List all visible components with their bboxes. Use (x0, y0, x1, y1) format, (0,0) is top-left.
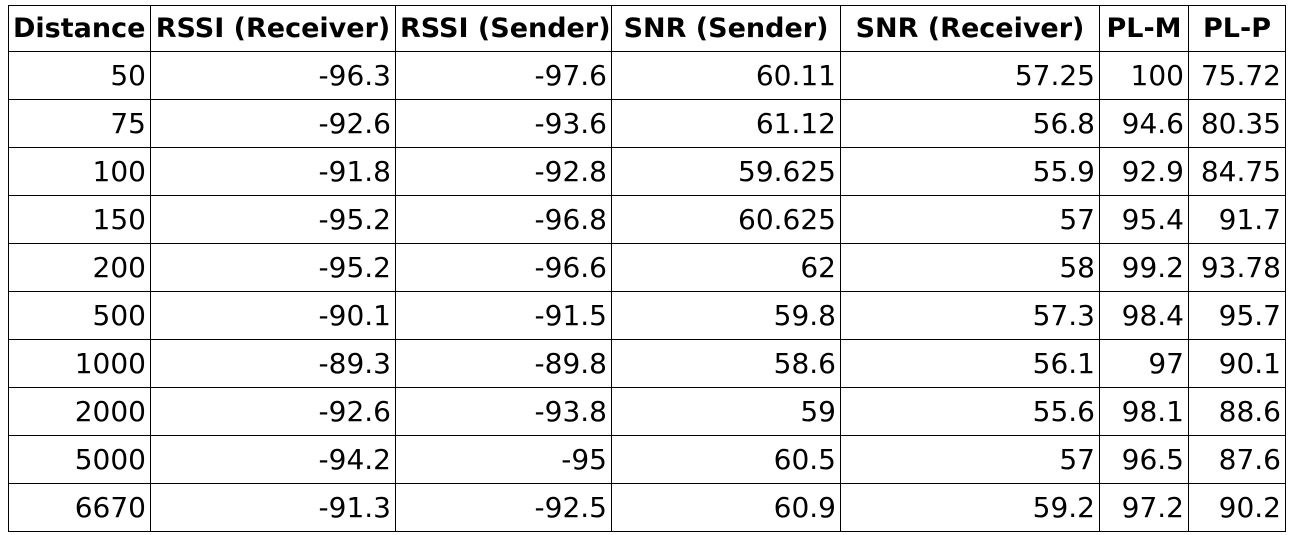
table-cell: 84.75 (1188, 147, 1286, 196)
table-row: 500 -90.1 -91.5 59.8 57.3 98.4 95.7 (8, 291, 1286, 340)
table-cell: -92.5 (395, 483, 612, 532)
table-cell: 50 (8, 51, 151, 100)
header-row: Distance RSSI (Receiver) RSSI (Sender) SNR … (8, 5, 1286, 52)
table-cell: 93.78 (1188, 243, 1286, 292)
table-cell: -91.8 (150, 147, 396, 196)
table-cell: 88.6 (1188, 387, 1286, 436)
table-cell: -95.2 (150, 195, 396, 244)
table-cell: 97 (1099, 339, 1189, 388)
table-cell: 200 (8, 243, 151, 292)
table-cell: 60.11 (611, 51, 841, 100)
table-cell: 61.12 (611, 99, 841, 148)
table-cell: 58 (840, 243, 1100, 292)
table-cell: -91.5 (395, 291, 612, 340)
column-header: SNR (Sender) (611, 5, 841, 52)
column-header: RSSI (Receiver) (150, 5, 396, 52)
column-header: Distance (8, 5, 151, 52)
table-cell: 96.5 (1099, 435, 1189, 484)
column-header: PL-P (1188, 5, 1286, 52)
table-row: 6670 -91.3 -92.5 60.9 59.2 97.2 90.2 (8, 483, 1286, 532)
table-cell: 95.4 (1099, 195, 1189, 244)
table-row: 50 -96.3 -97.6 60.11 57.25 100 75.72 (8, 51, 1286, 100)
table-cell: -94.2 (150, 435, 396, 484)
table-cell: 2000 (8, 387, 151, 436)
table-cell: 87.6 (1188, 435, 1286, 484)
table-cell: 59.8 (611, 291, 841, 340)
table-cell: 75.72 (1188, 51, 1286, 100)
table-cell: 55.9 (840, 147, 1100, 196)
table-cell: 1000 (8, 339, 151, 388)
column-header: PL-M (1099, 5, 1189, 52)
table-cell: 100 (8, 147, 151, 196)
table-cell: 57.3 (840, 291, 1100, 340)
table-cell: -90.1 (150, 291, 396, 340)
table-cell: -92.6 (150, 99, 396, 148)
table-cell: 57 (840, 435, 1100, 484)
table-cell: -96.8 (395, 195, 612, 244)
table-cell: -91.3 (150, 483, 396, 532)
table-cell: -96.3 (150, 51, 396, 100)
table-row: 1000 -89.3 -89.8 58.6 56.1 97 90.1 (8, 339, 1286, 388)
table-cell: -95.2 (150, 243, 396, 292)
table-cell: 75 (8, 99, 151, 148)
table-cell: 60.625 (611, 195, 841, 244)
table-cell: 94.6 (1099, 99, 1189, 148)
table-row: 2000 -92.6 -93.8 59 55.6 98.1 88.6 (8, 387, 1286, 436)
table-cell: 100 (1099, 51, 1189, 100)
table-cell: 59 (611, 387, 841, 436)
table-cell: 57.25 (840, 51, 1100, 100)
table-cell: 500 (8, 291, 151, 340)
table-cell: 90.1 (1188, 339, 1286, 388)
table-cell: 150 (8, 195, 151, 244)
table-cell: -97.6 (395, 51, 612, 100)
table-cell: 98.1 (1099, 387, 1189, 436)
table-body: 50 -96.3 -97.6 60.11 57.25 100 75.72 75 -92.6 -93… (8, 51, 1286, 532)
table-cell: 98.4 (1099, 291, 1189, 340)
table-cell: 59.625 (611, 147, 841, 196)
column-header: SNR (Receiver) (840, 5, 1100, 52)
table-cell: 60.9 (611, 483, 841, 532)
table-row: 200 -95.2 -96.6 62 58 99.2 93.78 (8, 243, 1286, 292)
table-cell: 57 (840, 195, 1100, 244)
table-cell: 59.2 (840, 483, 1100, 532)
table-cell: 62 (611, 243, 841, 292)
table-cell: -95 (395, 435, 612, 484)
table-cell: -93.6 (395, 99, 612, 148)
table-cell: 99.2 (1099, 243, 1189, 292)
table-cell: -93.8 (395, 387, 612, 436)
table-cell: 58.6 (611, 339, 841, 388)
table-cell: -96.6 (395, 243, 612, 292)
table-cell: 91.7 (1188, 195, 1286, 244)
table-cell: -89.8 (395, 339, 612, 388)
data-table: Distance RSSI (Receiver) RSSI (Sender) SNR … (8, 5, 1286, 532)
table-cell: -89.3 (150, 339, 396, 388)
table-row: 75 -92.6 -93.6 61.12 56.8 94.6 80.35 (8, 99, 1286, 148)
table-cell: -92.8 (395, 147, 612, 196)
table-cell: 56.8 (840, 99, 1100, 148)
table-row: 100 -91.8 -92.8 59.625 55.9 92.9 84.75 (8, 147, 1286, 196)
table-cell: 56.1 (840, 339, 1100, 388)
table-cell: 80.35 (1188, 99, 1286, 148)
table-cell: 92.9 (1099, 147, 1189, 196)
table-cell: 95.7 (1188, 291, 1286, 340)
table-row: 150 -95.2 -96.8 60.625 57 95.4 91.7 (8, 195, 1286, 244)
table-cell: 55.6 (840, 387, 1100, 436)
column-header: RSSI (Sender) (395, 5, 612, 52)
table-cell: -92.6 (150, 387, 396, 436)
table-cell: 97.2 (1099, 483, 1189, 532)
table-row: 5000 -94.2 -95 60.5 57 96.5 87.6 (8, 435, 1286, 484)
table-cell: 6670 (8, 483, 151, 532)
table-cell: 5000 (8, 435, 151, 484)
table-cell: 60.5 (611, 435, 841, 484)
table-cell: 90.2 (1188, 483, 1286, 532)
